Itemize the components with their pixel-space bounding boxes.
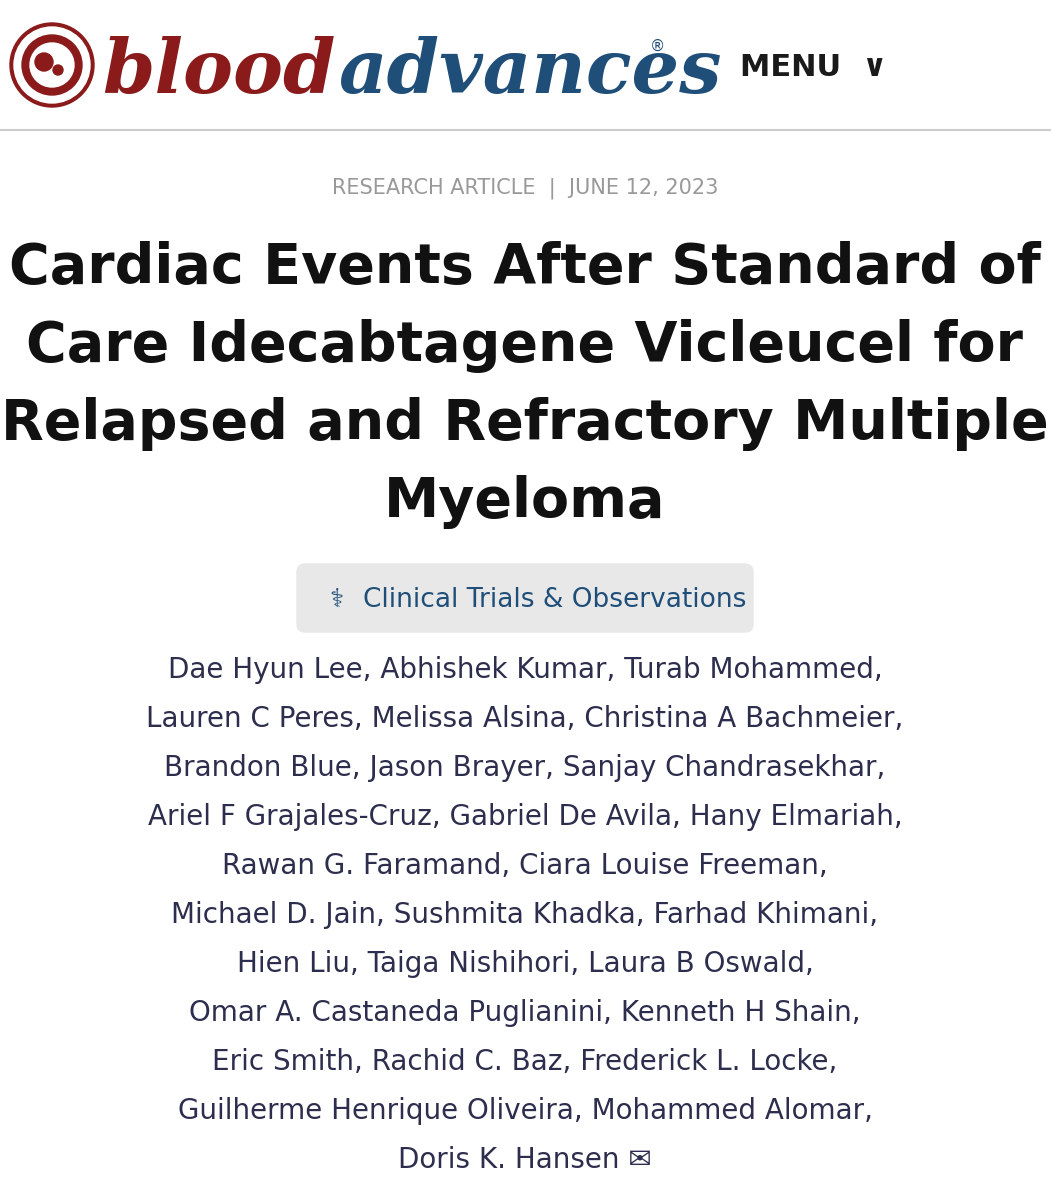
Text: RESEARCH ARTICLE  |  JUNE 12, 2023: RESEARCH ARTICLE | JUNE 12, 2023 [332, 178, 718, 199]
Text: Ariel F Grajales-Cruz, Gabriel De Avila, Hany Elmariah,: Ariel F Grajales-Cruz, Gabriel De Avila,… [147, 803, 903, 830]
Circle shape [35, 53, 53, 71]
Text: Michael D. Jain, Sushmita Khadka, Farhad Khimani,: Michael D. Jain, Sushmita Khadka, Farhad… [171, 901, 879, 929]
Circle shape [53, 65, 63, 74]
Text: Dae Hyun Lee, Abhishek Kumar, Turab Mohammed,: Dae Hyun Lee, Abhishek Kumar, Turab Moha… [167, 656, 883, 684]
Text: Care Idecabtagene Vicleucel for: Care Idecabtagene Vicleucel for [26, 319, 1024, 373]
Text: MENU  ∨: MENU ∨ [740, 54, 887, 83]
Text: Eric Smith, Rachid C. Baz, Frederick L. Locke,: Eric Smith, Rachid C. Baz, Frederick L. … [212, 1048, 838, 1076]
Circle shape [22, 35, 82, 95]
Text: Doris K. Hansen ✉: Doris K. Hansen ✉ [398, 1146, 652, 1174]
Bar [0, 0, 1051, 130]
Circle shape [14, 26, 90, 103]
Text: Omar A. Castaneda Puglianini, Kenneth H Shain,: Omar A. Castaneda Puglianini, Kenneth H … [189, 998, 861, 1027]
Text: Guilherme Henrique Oliveira, Mohammed Alomar,: Guilherme Henrique Oliveira, Mohammed Al… [178, 1097, 872, 1126]
Text: Rawan G. Faramand, Ciara Louise Freeman,: Rawan G. Faramand, Ciara Louise Freeman, [222, 852, 828, 880]
Text: ®: ® [650, 38, 665, 54]
Text: advances: advances [338, 36, 721, 108]
Text: Cardiac Events After Standard of: Cardiac Events After Standard of [9, 241, 1040, 295]
Circle shape [11, 23, 94, 107]
Circle shape [30, 43, 74, 86]
Text: Brandon Blue, Jason Brayer, Sanjay Chandrasekhar,: Brandon Blue, Jason Brayer, Sanjay Chand… [164, 754, 886, 782]
FancyBboxPatch shape [297, 564, 753, 632]
Text: Lauren C Peres, Melissa Alsina, Christina A Bachmeier,: Lauren C Peres, Melissa Alsina, Christin… [146, 704, 904, 733]
Text: Myeloma: Myeloma [385, 475, 665, 529]
Text: Clinical Trials & Observations: Clinical Trials & Observations [363, 587, 746, 613]
Text: Hien Liu, Taiga Nishihori, Laura B Oswald,: Hien Liu, Taiga Nishihori, Laura B Oswal… [236, 950, 813, 978]
Text: ⚕: ⚕ [330, 587, 344, 613]
Text: Relapsed and Refractory Multiple: Relapsed and Refractory Multiple [1, 397, 1049, 451]
Text: blood: blood [102, 36, 335, 108]
